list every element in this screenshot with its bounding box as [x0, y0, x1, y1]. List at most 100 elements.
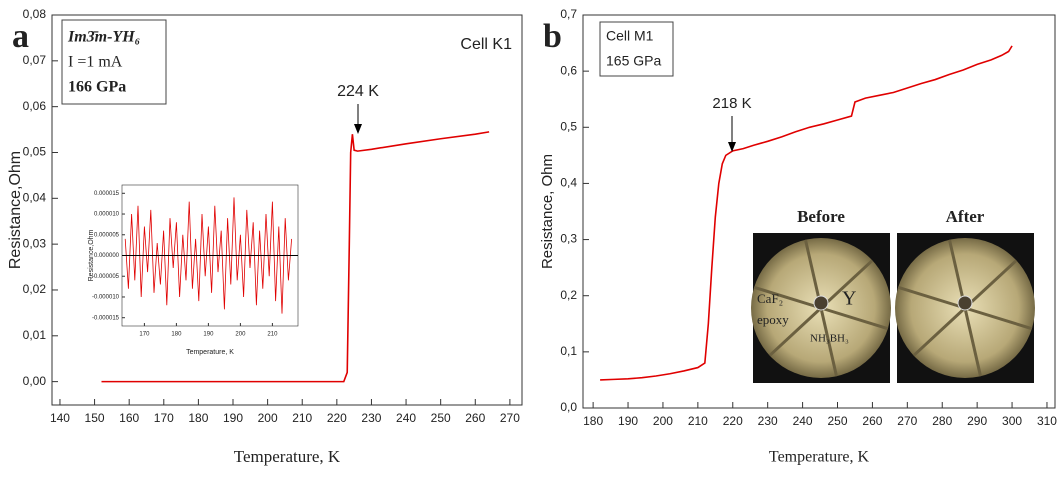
legend-line: 166 GPa — [68, 79, 126, 96]
y-tick-label: 0,00 — [23, 374, 47, 388]
arrowhead — [354, 124, 362, 134]
x-tick-label: 200 — [653, 414, 673, 428]
x-tick-label: 170 — [139, 332, 150, 338]
y-tick-label: 0,5 — [560, 119, 577, 133]
y-tick-label: -0.000010 — [92, 295, 120, 301]
x-tick-label: 190 — [203, 332, 214, 338]
arrowhead — [728, 142, 736, 152]
photo-lead — [897, 285, 966, 310]
panel-label: a — [12, 18, 29, 55]
x-tick-label: 210 — [292, 411, 312, 425]
data-line — [124, 197, 292, 314]
y-tick-label: 0,05 — [23, 145, 47, 159]
x-tick-label: 170 — [154, 411, 174, 425]
inset-chart: 170 180 190 200 210 -0.000015 -0.000010 -0.0000… — [88, 184, 299, 356]
photo-label: After — [946, 207, 985, 226]
x-tick-label: 250 — [431, 411, 451, 425]
y-tick-label: 0,04 — [23, 190, 47, 204]
data-line — [101, 131, 490, 383]
y-tick-label: 0,1 — [560, 344, 577, 358]
x-tick-label: 140 — [50, 411, 70, 425]
photo-annotation: CaF₂ — [757, 291, 783, 306]
x-tick-label: 250 — [827, 414, 847, 428]
y-axis-label: Resistance,Ohm — [7, 151, 24, 269]
photo-annotation: NH₃BH₃ — [810, 333, 849, 345]
photo-lead — [964, 306, 1033, 331]
x-tick-label: 260 — [465, 411, 485, 425]
x-tick-label: 300 — [1002, 414, 1022, 428]
photo-label: Before — [797, 207, 845, 226]
photo-annotation: epoxy — [757, 312, 789, 327]
y-tick-label: -0.000015 — [92, 315, 120, 321]
y-tick-label: 0,06 — [23, 99, 47, 113]
x-axis-label: Temperature, K — [186, 349, 234, 356]
y-tick-label: 0.000015 — [94, 191, 120, 197]
x-tick-label: 220 — [723, 414, 743, 428]
photo-lead — [912, 306, 967, 357]
x-tick-label: 190 — [618, 414, 638, 428]
x-tick-label: 160 — [119, 411, 139, 425]
y-tick-label: 0,02 — [23, 282, 47, 296]
info-box — [599, 21, 674, 77]
photo-lead — [768, 306, 823, 357]
x-tick-label: 200 — [235, 332, 246, 338]
data-line — [600, 45, 1013, 381]
x-tick-label: 260 — [862, 414, 882, 428]
y-tick-label: 0,03 — [23, 236, 47, 250]
y-tick-label: -0.000005 — [92, 274, 120, 280]
photo-annotation: Y — [842, 288, 856, 310]
x-tick-label: 200 — [258, 411, 278, 425]
y-tick-label: 0,7 — [560, 7, 577, 21]
photo-center — [957, 295, 973, 311]
photo-lead — [819, 307, 838, 377]
x-tick-label: 280 — [932, 414, 952, 428]
x-tick-label: 290 — [967, 414, 987, 428]
photo-lead — [819, 259, 874, 310]
y-tick-label: 0,07 — [23, 53, 47, 67]
annotation: 165 GPa — [606, 53, 661, 69]
annotation: 224 K — [337, 83, 379, 100]
y-tick-label: 0.000000 — [94, 253, 120, 259]
y-tick-label: 0,0 — [560, 400, 577, 414]
x-tick-label: 180 — [188, 411, 208, 425]
x-tick-label: 180 — [171, 332, 182, 338]
x-tick-label: 150 — [85, 411, 105, 425]
y-axis-label: Resistance,Ohm — [88, 229, 95, 281]
x-tick-label: 240 — [396, 411, 416, 425]
panel-label: b — [543, 18, 562, 55]
photo-center — [813, 295, 829, 311]
y-tick-label: 0,01 — [23, 328, 47, 342]
x-tick-label: 240 — [793, 414, 813, 428]
photo-lead — [820, 306, 889, 331]
legend-box — [61, 19, 167, 105]
legend-line: I =1 mA — [68, 54, 123, 71]
x-tick-label: 210 — [688, 414, 708, 428]
photo-lead — [963, 259, 1018, 310]
x-tick-label: 270 — [500, 411, 520, 425]
y-tick-label: 0,6 — [560, 63, 577, 77]
x-tick-label: 310 — [1037, 414, 1057, 428]
x-tick-label: 230 — [758, 414, 778, 428]
x-tick-label: 180 — [583, 414, 603, 428]
y-tick-label: 0,3 — [560, 232, 577, 246]
y-tick-label: 0,2 — [560, 288, 577, 302]
x-axis-label: Temperature, K — [769, 449, 870, 466]
y-tick-label: 0.000005 — [94, 232, 120, 238]
x-tick-label: 190 — [223, 411, 243, 425]
legend-line: Im3̄m-YH₆ — [67, 29, 140, 46]
x-tick-label: 230 — [361, 411, 381, 425]
y-tick-label: 0,4 — [560, 176, 577, 190]
x-axis-label: Temperature, K — [234, 447, 341, 466]
y-axis-label: Resistance, Ohm — [539, 154, 556, 269]
photo-lead — [753, 285, 822, 310]
x-tick-label: 270 — [897, 414, 917, 428]
annotation: 218 K — [712, 95, 751, 112]
x-tick-label: 210 — [267, 332, 278, 338]
photo-lead — [963, 307, 982, 377]
y-tick-label: 0,08 — [23, 7, 47, 21]
annotation: Cell M1 — [606, 28, 654, 44]
y-tick-label: 0.000010 — [94, 212, 120, 218]
x-tick-label: 220 — [327, 411, 347, 425]
annotation: Cell K1 — [460, 36, 512, 53]
